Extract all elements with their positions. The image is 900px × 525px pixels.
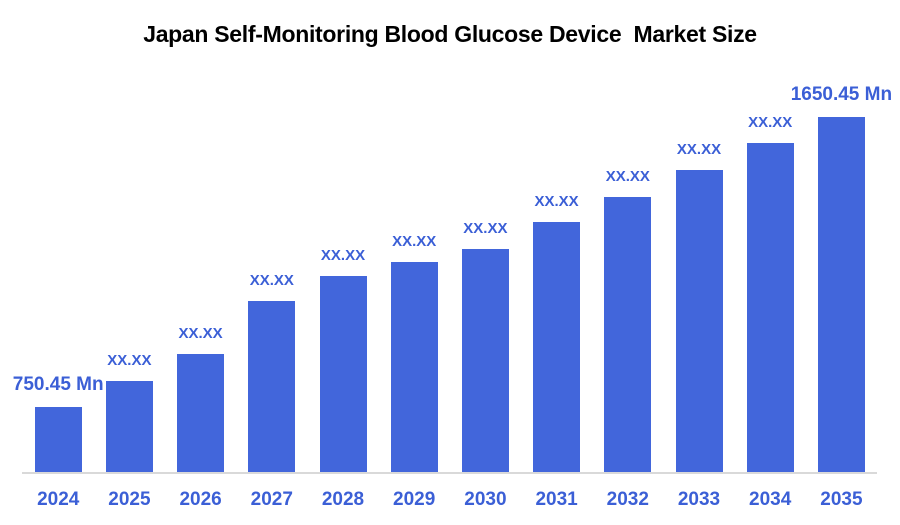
bar-value-label: XX.XX — [605, 168, 650, 185]
bar — [105, 381, 153, 472]
chart-title: Japan Self-Monitoring Blood Glucose Devi… — [143, 21, 757, 47]
x-axis-tick-label: 2028 — [321, 489, 365, 510]
bar — [675, 170, 723, 472]
x-axis-tick-label: 2034 — [749, 489, 792, 510]
bar — [248, 301, 296, 472]
bar — [817, 117, 865, 472]
x-axis-line — [22, 472, 877, 474]
x-axis-tick-label: 2030 — [464, 489, 507, 510]
x-axis-tick-label: 2026 — [179, 489, 222, 510]
x-axis-tick-label: 2033 — [677, 489, 721, 510]
bar — [34, 407, 82, 472]
bar-value-label: XX.XX — [676, 141, 722, 158]
bar — [319, 276, 367, 472]
x-axis-tick-label: 2025 — [108, 489, 151, 510]
bar-value-label: XX.XX — [249, 272, 294, 289]
bar-value-label: XX.XX — [748, 114, 793, 131]
bar-value-label: XX.XX — [107, 352, 152, 369]
x-axis-tick-label: 2031 — [535, 489, 578, 510]
bar-value-label: XX.XX — [178, 325, 223, 342]
bar — [533, 222, 581, 472]
x-axis-tick-label: 2029 — [393, 489, 436, 510]
x-axis-tick-label: 2027 — [250, 489, 293, 510]
bar-value-label: 1650.45 Mn — [790, 84, 893, 105]
bar — [604, 197, 652, 472]
x-axis-tick-label: 2035 — [820, 489, 863, 510]
bar — [390, 262, 438, 472]
x-axis-tick-label: 2024 — [37, 489, 80, 510]
bar — [461, 249, 509, 472]
bar-value-label: XX.XX — [392, 233, 437, 250]
bar-value-label: 750.45 Mn — [12, 374, 104, 395]
bar — [177, 354, 225, 472]
bar-value-label: XX.XX — [320, 247, 366, 264]
bar — [746, 143, 794, 472]
x-axis-tick-label: 2032 — [606, 489, 649, 510]
bar-value-label: XX.XX — [463, 220, 508, 237]
bar-value-label: XX.XX — [534, 193, 579, 210]
